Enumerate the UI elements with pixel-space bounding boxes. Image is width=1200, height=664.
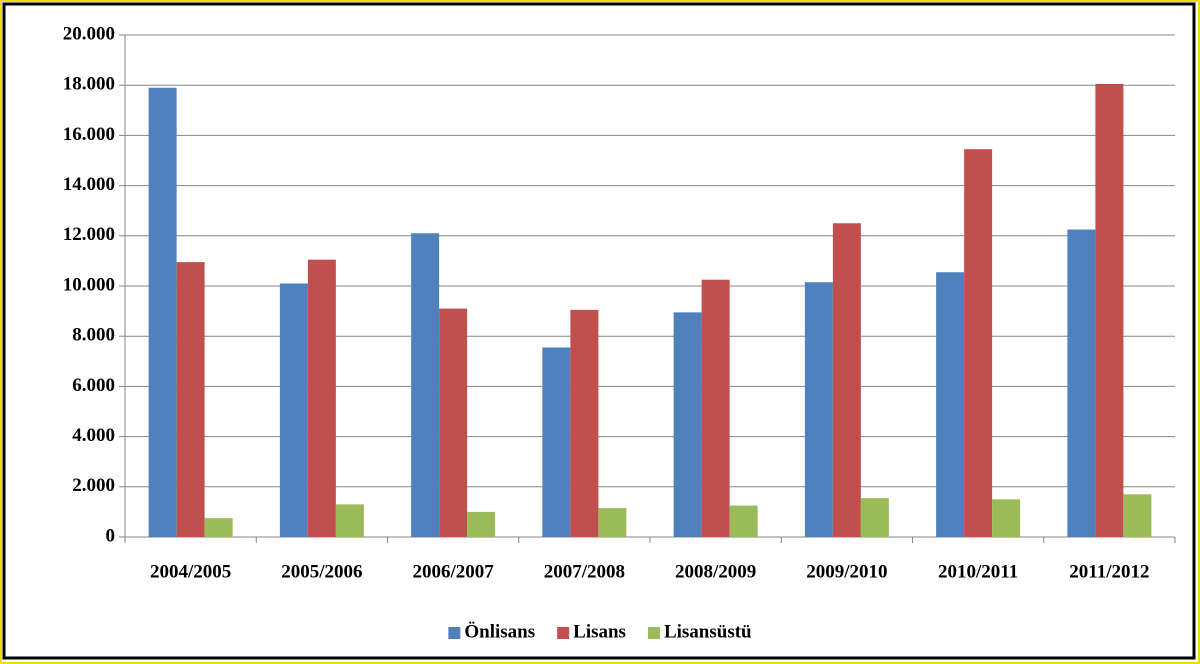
bar <box>335 504 364 537</box>
y-tick-label: 20.000 <box>63 23 115 44</box>
legend-label: Lisansüstü <box>664 621 752 642</box>
x-tick-label: 2004/2005 <box>150 561 231 582</box>
y-tick-label: 12.000 <box>63 224 115 245</box>
legend-swatch <box>557 627 570 639</box>
legend-swatch <box>647 627 660 639</box>
y-tick-label: 14.000 <box>63 174 115 195</box>
bar <box>598 508 627 537</box>
bar <box>279 283 308 537</box>
bar <box>570 309 599 537</box>
x-tick-label: 2009/2010 <box>806 561 887 582</box>
x-tick-label: 2010/2011 <box>938 561 1018 582</box>
x-tick-label: 2006/2007 <box>412 561 494 582</box>
y-tick-label: 0 <box>106 525 116 546</box>
bar <box>542 347 571 537</box>
x-tick-label: 2007/2008 <box>544 561 625 582</box>
bar <box>804 282 833 537</box>
legend-swatch <box>448 627 461 639</box>
bar <box>176 262 205 537</box>
bar <box>729 505 758 537</box>
bar <box>832 223 861 537</box>
bar <box>964 149 993 537</box>
legend-label: Önlisans <box>464 621 535 642</box>
bar <box>936 272 965 537</box>
bar <box>1067 229 1096 537</box>
bar <box>701 279 730 537</box>
x-tick-label: 2005/2006 <box>281 561 362 582</box>
y-tick-label: 18.000 <box>63 74 115 95</box>
bar <box>439 308 468 537</box>
bar <box>411 233 440 538</box>
x-tick-label: 2008/2009 <box>675 561 756 582</box>
bar <box>1123 494 1152 537</box>
bar <box>204 518 233 537</box>
y-tick-label: 8.000 <box>72 325 115 346</box>
bar <box>148 87 177 538</box>
bar <box>992 499 1021 537</box>
y-tick-label: 16.000 <box>63 124 115 145</box>
y-tick-label: 2.000 <box>72 475 115 496</box>
y-tick-label: 10.000 <box>63 274 115 295</box>
bar <box>1095 83 1124 537</box>
y-tick-label: 6.000 <box>72 375 115 396</box>
legend-label: Lisans <box>573 621 626 642</box>
bar <box>467 511 496 537</box>
bar <box>860 498 889 537</box>
y-tick-label: 4.000 <box>72 425 115 446</box>
bar <box>673 312 702 537</box>
x-tick-label: 2011/2012 <box>1069 561 1149 582</box>
bar <box>307 259 336 537</box>
